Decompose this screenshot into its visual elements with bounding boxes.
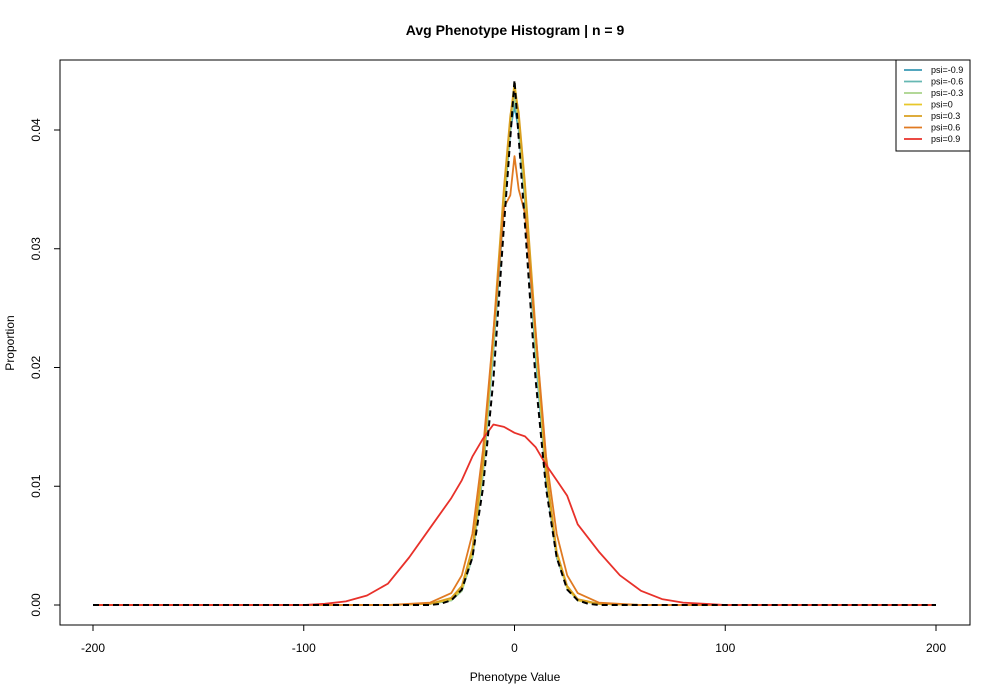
series-line-psi0.9 [93,423,936,606]
series-line-reference [93,79,936,606]
series-line-psi-0.6 [93,99,936,606]
legend-label: psi=0.3 [931,111,960,121]
x-tick-label: 0 [511,641,518,655]
y-tick-label: 0.00 [29,593,43,617]
x-axis-label: Phenotype Value [470,670,561,684]
y-tick-label: 0.03 [29,237,43,261]
x-tick-label: -200 [81,641,105,655]
series-layer [93,79,936,606]
y-axis-label: Proportion [3,315,17,370]
legend-label: psi=-0.6 [931,77,963,87]
x-tick-label: 100 [715,641,735,655]
x-tick-label: 200 [926,641,946,655]
legend-label: psi=-0.3 [931,88,963,98]
series-line-psi0.3 [93,87,936,606]
y-tick-label: 0.01 [29,474,43,498]
y-tick-label: 0.02 [29,355,43,379]
legend-label: psi=0 [931,100,953,110]
legend-box [895,59,971,152]
y-axis: 0.00 0.01 0.02 0.03 0.04 [29,118,60,617]
x-tick-label: -100 [292,641,316,655]
legend-label: psi=-0.9 [931,65,963,75]
series-line-psi-0.3 [93,95,936,606]
chart-title: Avg Phenotype Histogram | n = 9 [406,22,625,38]
series-line-psi-0.9 [93,105,936,606]
plot-frame [59,59,971,626]
y-tick-label: 0.04 [29,118,43,142]
series-line-psi0.6 [93,155,936,606]
legend-label: psi=0.6 [931,123,960,133]
legend-label: psi=0.9 [931,134,960,144]
x-axis: -200 -100 0 100 200 [81,625,946,655]
